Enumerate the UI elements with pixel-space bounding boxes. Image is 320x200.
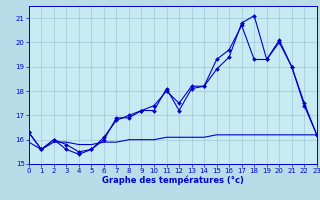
X-axis label: Graphe des températures (°c): Graphe des températures (°c) <box>102 176 244 185</box>
